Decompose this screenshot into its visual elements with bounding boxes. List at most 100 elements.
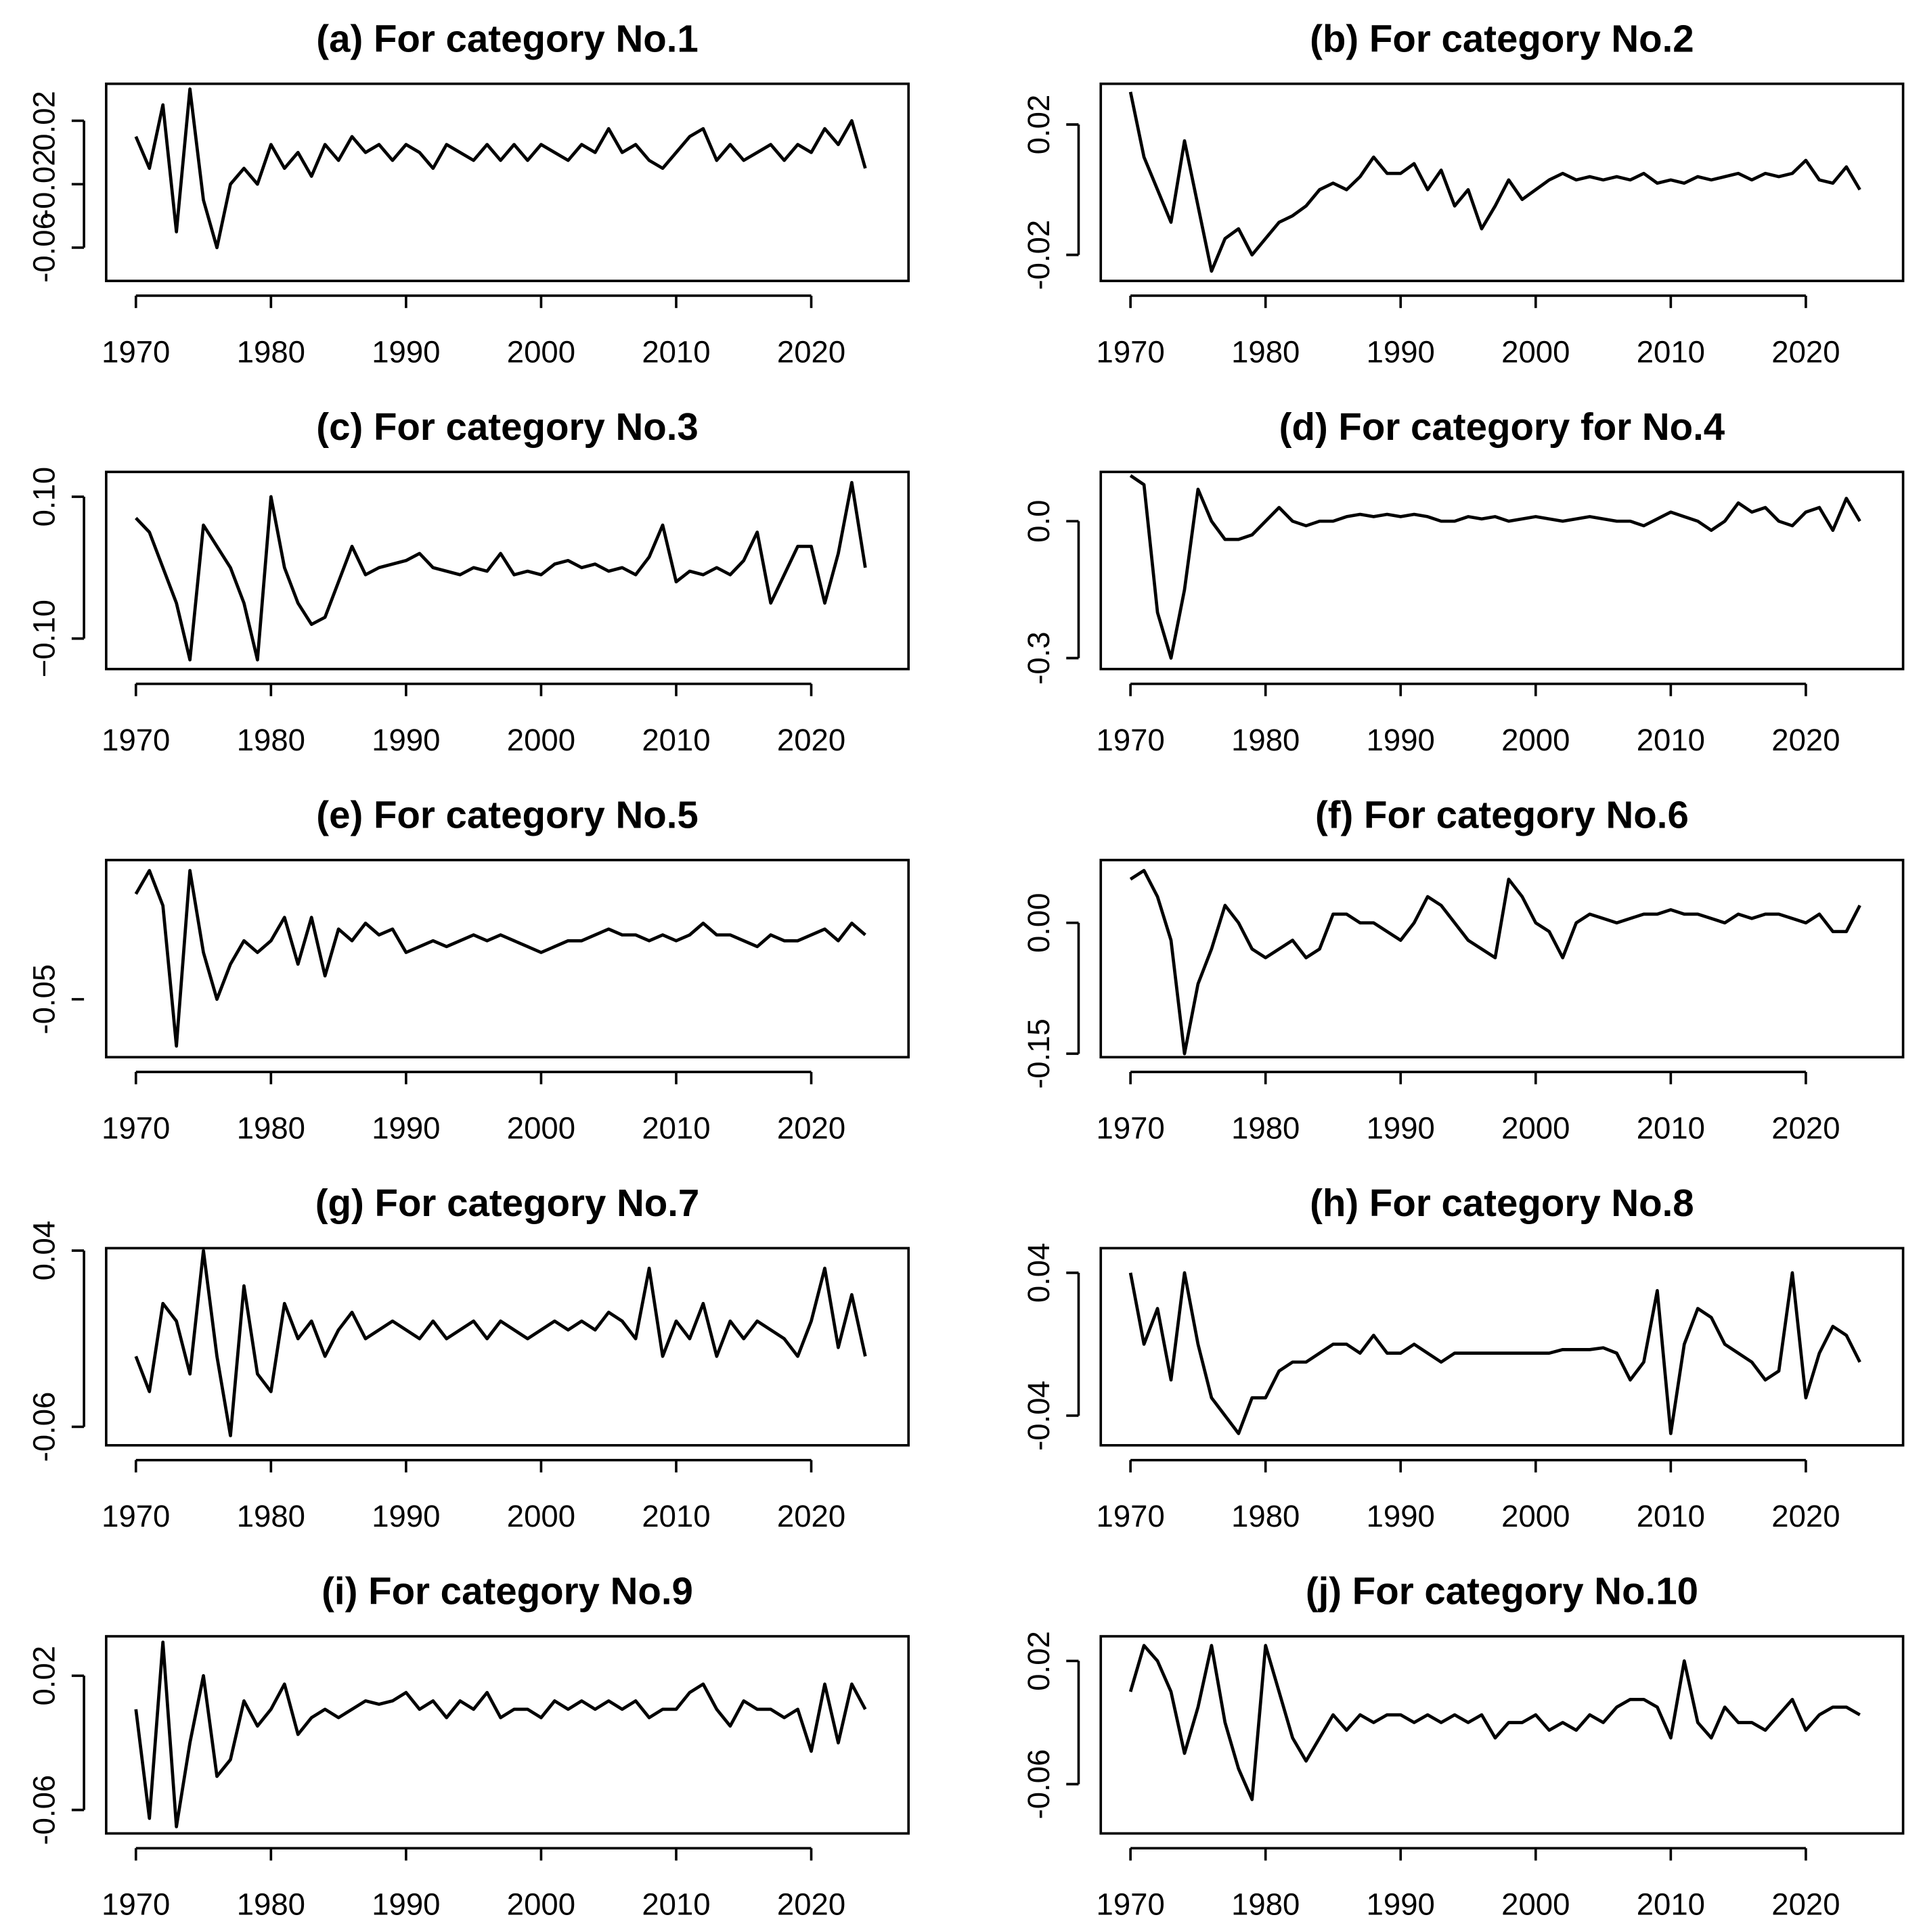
x-tick-label: 2020	[777, 1110, 845, 1145]
panel: (a) For category No.1 1970 1980 1990 2000 201…	[26, 17, 910, 369]
panel-title: (i) For category No.9	[322, 1570, 693, 1613]
x-tick-label: 1980	[1231, 334, 1300, 369]
x-tick-label: 1980	[237, 723, 305, 757]
y-tick-label: -0.15	[1021, 1018, 1056, 1089]
plot-frame	[105, 1635, 910, 1835]
plot-frame	[105, 1246, 910, 1447]
y-tick-label: 0.04	[26, 1221, 61, 1281]
data-line	[1129, 474, 1861, 660]
panel: (c) For category No.3 1970 1980 1990 2000 201…	[26, 405, 910, 757]
x-tick-label: 1970	[1097, 1110, 1165, 1145]
panel: (f) For category No.6 1970 1980 1990 2000 201…	[1021, 794, 1905, 1145]
x-tick-label: 2020	[777, 1887, 845, 1922]
x-tick-label: 1970	[1097, 1499, 1165, 1533]
panel-title: (f) For category No.6	[1315, 794, 1689, 836]
y-tick-label: -0.06	[26, 212, 61, 283]
x-tick-label: 2000	[1501, 723, 1570, 757]
x-tick-label: 1990	[1367, 1887, 1435, 1922]
x-tick-label: 2010	[642, 1499, 710, 1533]
x-tick-label: 2020	[1771, 1499, 1840, 1533]
x-tick-label: 1990	[1367, 723, 1435, 757]
x-tick-label: 1990	[1367, 334, 1435, 369]
panel-title: (b) For category No.2	[1310, 17, 1694, 60]
x-tick-label: 2000	[507, 723, 575, 757]
x-tick-label: 2020	[1771, 1110, 1840, 1145]
x-tick-label: 2000	[1501, 1499, 1570, 1533]
x-tick-label: 1990	[372, 1887, 440, 1922]
x-tick-label: 1990	[372, 1499, 440, 1533]
y-tick-label: -0.3	[1021, 631, 1056, 684]
x-tick-label: 2010	[1637, 1499, 1705, 1533]
panel: (j) For category No.10 1970 1980 1990 2000 20…	[1021, 1570, 1905, 1922]
y-tick-label: -0.05	[26, 964, 61, 1035]
data-line	[1129, 869, 1861, 1056]
plot-frame	[1099, 1635, 1905, 1835]
data-line	[134, 869, 866, 1048]
x-tick-label: 1990	[372, 334, 440, 369]
plot-frame	[105, 470, 910, 671]
x-tick-label: 2020	[777, 1499, 845, 1533]
x-tick-label: 2010	[642, 1110, 710, 1145]
x-tick-label: 2000	[507, 1110, 575, 1145]
x-tick-label: 2010	[642, 1887, 710, 1922]
x-tick-label: 2020	[777, 723, 845, 757]
x-tick-label: 2000	[1501, 1110, 1570, 1145]
y-tick-label: -0.02	[26, 149, 61, 219]
x-tick-label: 2020	[777, 334, 845, 369]
x-tick-label: 2020	[1771, 1887, 1840, 1922]
data-line	[134, 1640, 867, 1828]
x-tick-label: 1980	[1231, 1110, 1300, 1145]
y-tick-label: 0.02	[1021, 95, 1056, 155]
data-line	[1128, 1271, 1861, 1435]
y-tick-label: 0.02	[26, 91, 61, 151]
panel: (b) For category No.2 1970 1980 1990 2000 201…	[1021, 17, 1905, 369]
x-tick-label: 1980	[237, 1110, 305, 1145]
panel-title: (g) For category No.7	[315, 1182, 700, 1224]
y-tick-label: -0.06	[26, 1775, 61, 1845]
x-tick-label: 2010	[642, 334, 710, 369]
x-tick-label: 2010	[1637, 723, 1705, 757]
plot-frame	[1099, 470, 1905, 671]
x-tick-label: 1970	[1097, 1887, 1165, 1922]
x-tick-label: 2000	[1501, 334, 1570, 369]
x-tick-label: 1970	[102, 334, 170, 369]
x-tick-label: 2010	[1637, 334, 1705, 369]
x-tick-label: 1990	[1367, 1110, 1435, 1145]
y-tick-label: −0.10	[26, 600, 61, 677]
panel: (h) For category No.8 1970 1980 1990 2000 201…	[1021, 1182, 1905, 1533]
y-tick-label: -0.04	[1021, 1380, 1056, 1451]
y-tick-label: -0.06	[1021, 1749, 1056, 1820]
data-line	[1128, 1644, 1861, 1801]
x-tick-label: 1970	[102, 1499, 170, 1533]
y-tick-label: 0.0	[1021, 500, 1056, 543]
x-tick-label: 1970	[1097, 334, 1165, 369]
data-line	[135, 480, 867, 662]
panel: (i) For category No.9 1970 1980 1990 2000 201…	[26, 1570, 910, 1922]
panel-title: (c) For category No.3	[316, 405, 698, 448]
x-tick-label: 2000	[507, 334, 575, 369]
x-tick-label: 1970	[102, 1110, 170, 1145]
x-tick-label: 1980	[237, 1887, 305, 1922]
x-tick-label: 2010	[1637, 1110, 1705, 1145]
panel-title: (a) For category No.1	[316, 17, 698, 60]
y-tick-label: -0.02	[1021, 220, 1056, 290]
panel: (g) For category No.7 1970 1980 1990 2000 201…	[26, 1182, 910, 1533]
x-tick-label: 1980	[1231, 1887, 1300, 1922]
plot-frame	[1099, 82, 1905, 282]
panel-title: (h) For category No.8	[1310, 1182, 1694, 1224]
x-tick-label: 1970	[102, 723, 170, 757]
x-tick-label: 2010	[642, 723, 710, 757]
y-tick-label: 0.02	[1021, 1631, 1056, 1691]
x-tick-label: 2000	[1501, 1887, 1570, 1922]
data-line	[134, 1249, 867, 1437]
x-tick-label: 1980	[237, 1499, 305, 1533]
x-tick-label: 2020	[1771, 334, 1840, 369]
data-line	[1128, 91, 1861, 273]
x-tick-label: 1980	[237, 334, 305, 369]
x-tick-label: 1990	[1367, 1499, 1435, 1533]
x-tick-label: 1980	[1231, 723, 1300, 757]
x-tick-label: 2000	[507, 1887, 575, 1922]
y-tick-label: -0.06	[26, 1392, 61, 1462]
x-tick-label: 2020	[1771, 723, 1840, 757]
